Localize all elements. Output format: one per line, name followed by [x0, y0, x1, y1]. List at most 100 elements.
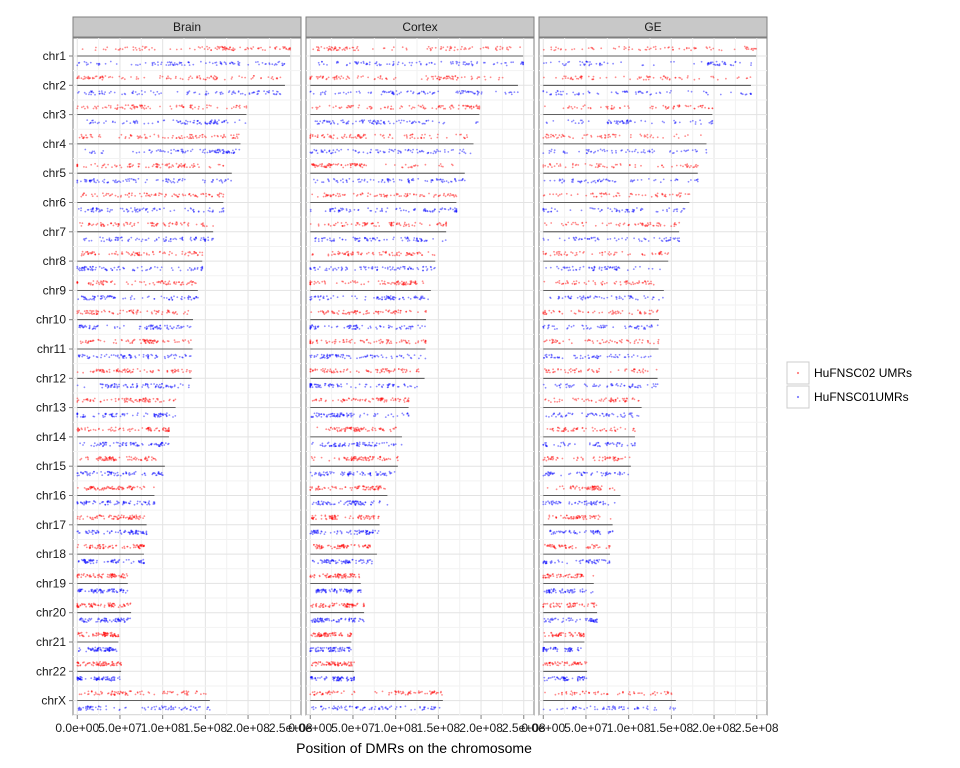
- data-point: [116, 412, 118, 415]
- data-point: [247, 47, 250, 50]
- data-point: [114, 531, 117, 534]
- data-point: [96, 62, 98, 65]
- data-point: [95, 107, 98, 110]
- data-point: [150, 151, 153, 154]
- data-point: [102, 150, 105, 152]
- data-point: [146, 178, 148, 181]
- data-point: [120, 576, 123, 579]
- data-point: [318, 63, 321, 66]
- data-point: [275, 93, 278, 95]
- data-point: [139, 104, 142, 107]
- data-point: [150, 370, 152, 373]
- data-point: [228, 48, 231, 51]
- data-point: [169, 283, 172, 285]
- data-point: [147, 237, 150, 240]
- data-point: [358, 90, 361, 93]
- data-point: [437, 106, 440, 109]
- data-point: [89, 283, 92, 286]
- data-point: [83, 310, 86, 313]
- data-point: [122, 355, 125, 358]
- data-point: [94, 105, 96, 108]
- data-point: [174, 237, 176, 240]
- data-point: [76, 546, 79, 549]
- data-point: [393, 78, 395, 81]
- data-point: [180, 150, 183, 153]
- data-point: [123, 604, 126, 607]
- data-point: [231, 61, 234, 64]
- data-point: [498, 76, 501, 79]
- data-point: [113, 91, 116, 94]
- data-point: [114, 327, 116, 329]
- data-point: [84, 341, 87, 344]
- data-point: [178, 281, 180, 283]
- data-point: [128, 455, 131, 458]
- data-point: [424, 163, 427, 166]
- data-point: [167, 309, 170, 312]
- data-point: [216, 48, 219, 51]
- data-point: [129, 296, 132, 299]
- data-point: [163, 690, 166, 693]
- data-point: [142, 517, 145, 519]
- data-point: [135, 313, 138, 315]
- data-point: [93, 442, 96, 445]
- data-point: [228, 90, 231, 92]
- data-point: [80, 133, 83, 136]
- data-point: [149, 325, 152, 328]
- data-point: [125, 340, 128, 343]
- data-point: [102, 515, 105, 517]
- data-point: [91, 472, 94, 475]
- data-point: [90, 531, 93, 534]
- data-point: [213, 75, 216, 77]
- data-point: [178, 178, 180, 181]
- data-point: [152, 91, 155, 94]
- data-point: [95, 266, 97, 269]
- x-tick-label: 1.0e+08: [141, 721, 185, 735]
- data-point: [221, 45, 223, 48]
- data-point: [368, 61, 371, 64]
- data-point: [233, 91, 235, 94]
- data-point: [409, 166, 412, 169]
- data-point: [170, 181, 173, 184]
- data-point: [157, 121, 160, 123]
- data-point: [158, 251, 161, 254]
- data-point: [86, 456, 89, 458]
- data-point: [442, 77, 445, 80]
- data-point: [145, 46, 148, 48]
- data-point: [190, 150, 192, 153]
- data-point: [207, 193, 210, 196]
- data-point: [100, 692, 103, 695]
- data-point: [361, 122, 364, 124]
- data-point: [365, 137, 367, 140]
- data-point: [221, 181, 224, 184]
- data-point: [117, 225, 119, 228]
- data-point: [178, 61, 181, 64]
- data-point: [122, 603, 125, 606]
- data-point: [89, 268, 92, 271]
- data-point: [204, 122, 207, 125]
- data-point: [425, 75, 428, 77]
- data-point: [141, 442, 143, 445]
- data-point: [166, 327, 169, 330]
- data-point: [458, 104, 460, 107]
- data-point: [95, 207, 98, 210]
- data-point: [122, 267, 125, 270]
- data-point: [139, 486, 142, 489]
- data-point: [87, 268, 90, 271]
- data-point: [189, 207, 192, 210]
- data-point: [115, 181, 118, 184]
- data-point: [103, 225, 106, 227]
- data-point: [144, 137, 147, 140]
- data-point: [195, 252, 198, 255]
- data-point: [83, 239, 86, 242]
- data-point: [93, 445, 95, 448]
- data-point: [223, 120, 226, 122]
- data-point: [77, 208, 80, 210]
- data-point: [401, 166, 403, 169]
- data-point: [97, 459, 100, 462]
- data-point: [438, 104, 441, 107]
- data-point: [101, 180, 104, 183]
- data-point: [260, 77, 262, 79]
- data-point: [250, 47, 252, 50]
- data-point: [124, 371, 127, 373]
- data-point: [187, 296, 190, 299]
